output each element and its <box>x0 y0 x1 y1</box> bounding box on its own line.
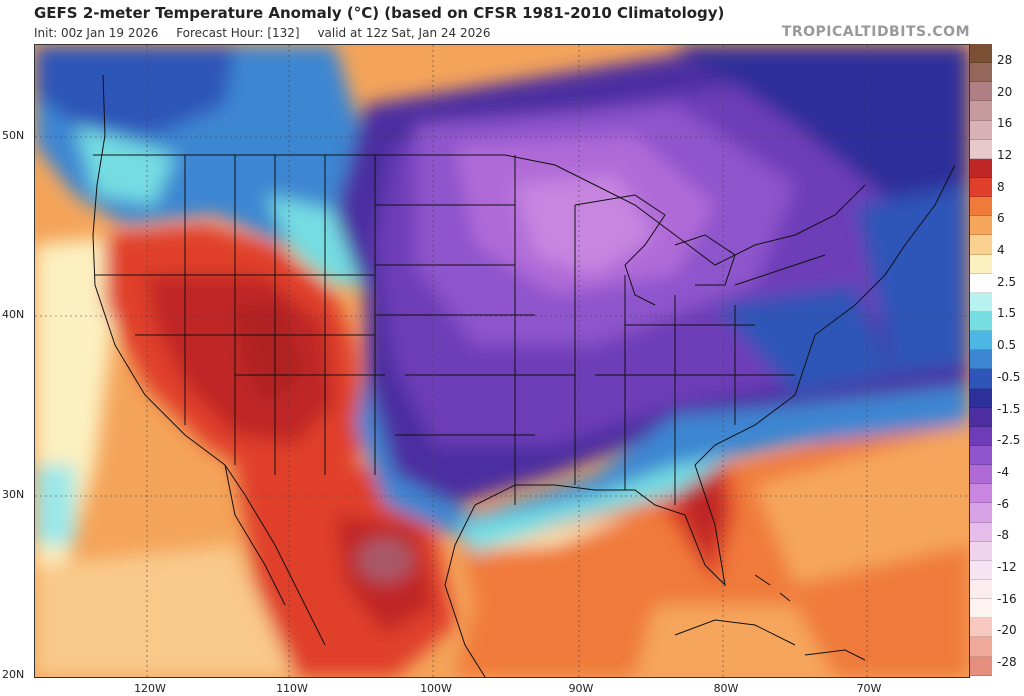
lon-label-90w: 90W <box>568 682 594 695</box>
lon-label-110w: 110W <box>276 682 308 695</box>
colorbar-swatch <box>970 503 992 523</box>
colorbar-swatch <box>970 522 992 542</box>
colorbar-label: 6 <box>997 211 1005 226</box>
boundary-lines <box>92 74 956 677</box>
lon-label-120w: 120W <box>134 682 166 695</box>
colorbar-swatch <box>970 44 992 64</box>
colorbar-label: -0.5 <box>997 369 1021 384</box>
colorbar-label: 20 <box>997 84 1013 99</box>
lat-label-20n: 20N <box>2 668 25 681</box>
forecast-hour: Forecast Hour: [132] <box>176 26 300 40</box>
colorbar-label: 12 <box>997 148 1013 163</box>
lat-label-40n: 40N <box>2 308 25 321</box>
colorbar-label: -12 <box>997 559 1017 574</box>
colorbar-label: 8 <box>997 179 1005 194</box>
colorbar-swatch <box>970 120 992 140</box>
colorbar-label: 0.5 <box>997 338 1017 353</box>
colorbar-swatch <box>970 177 992 198</box>
colorbar-swatch <box>970 254 992 274</box>
anomaly-map <box>34 44 970 678</box>
lon-label-70w: 70W <box>856 682 882 695</box>
colorbar-label: 28 <box>997 53 1013 67</box>
colorbar-swatch <box>970 484 992 504</box>
anomaly-map-canvas <box>35 45 969 677</box>
colorbar-swatch <box>970 407 992 427</box>
colorbar-label: -1.5 <box>997 401 1021 416</box>
colorbar-label: -8 <box>997 528 1009 543</box>
colorbar-swatch <box>970 235 992 255</box>
map-subtitle: Init: 00z Jan 19 2026 Forecast Hour: [13… <box>34 26 505 40</box>
colorbar-label: -4 <box>997 464 1009 479</box>
colorbar-swatch <box>970 618 992 638</box>
colorbar-label: 4 <box>997 243 1005 258</box>
colorbar-swatch <box>970 273 992 293</box>
colorbar-label: -2.5 <box>997 433 1021 448</box>
colorbar-swatch <box>970 350 992 370</box>
lat-label-50n: 50N <box>2 129 25 142</box>
colorbar-swatch <box>970 445 992 466</box>
map-title: GEFS 2-meter Temperature Anomaly (°C) (b… <box>34 4 725 22</box>
colorbar-swatch <box>970 465 992 485</box>
temperature-anomaly-field <box>35 45 969 677</box>
colorbar-swatch <box>970 560 992 580</box>
lon-label-80w: 80W <box>713 682 739 695</box>
colorbar-swatch <box>970 139 992 159</box>
colorbar-swatch <box>970 426 992 446</box>
colorbar-swatch <box>970 599 992 619</box>
colorbar-swatch <box>970 311 992 332</box>
colorbar-label: -6 <box>997 496 1009 511</box>
colorbar-swatch <box>970 656 992 676</box>
colorbar-swatch <box>970 369 992 389</box>
colorbar-swatch <box>970 579 992 600</box>
colorbar-swatch <box>970 158 992 178</box>
colorbar-swatch <box>970 197 992 217</box>
colorbar <box>970 44 992 676</box>
colorbar-swatch <box>970 63 992 83</box>
colorbar-label: 16 <box>997 116 1013 131</box>
colorbar-swatch <box>970 292 992 312</box>
init-time: Init: 00z Jan 19 2026 <box>34 26 159 40</box>
colorbar-swatch <box>970 331 992 351</box>
colorbar-swatch <box>970 388 992 408</box>
colorbar-label: -20 <box>997 623 1017 638</box>
colorbar-swatch <box>970 541 992 561</box>
caribbean-islands <box>674 574 866 661</box>
valid-time: valid at 12z Sat, Jan 24 2026 <box>317 26 491 40</box>
colorbar-swatch <box>970 82 992 102</box>
site-credit: TROPICALTIDBITS.COM <box>781 24 970 40</box>
colorbar-swatch <box>970 101 992 121</box>
colorbar-label: -28 <box>997 655 1017 669</box>
colorbar-label: 1.5 <box>997 306 1017 321</box>
lat-label-30n: 30N <box>2 488 25 501</box>
colorbar-swatch <box>970 216 992 236</box>
colorbar-swatch <box>970 637 992 657</box>
lon-label-100w: 100W <box>420 682 452 695</box>
colorbar-label: 2.5 <box>997 274 1017 289</box>
graticule <box>35 45 969 677</box>
colorbar-label: -16 <box>997 591 1017 606</box>
